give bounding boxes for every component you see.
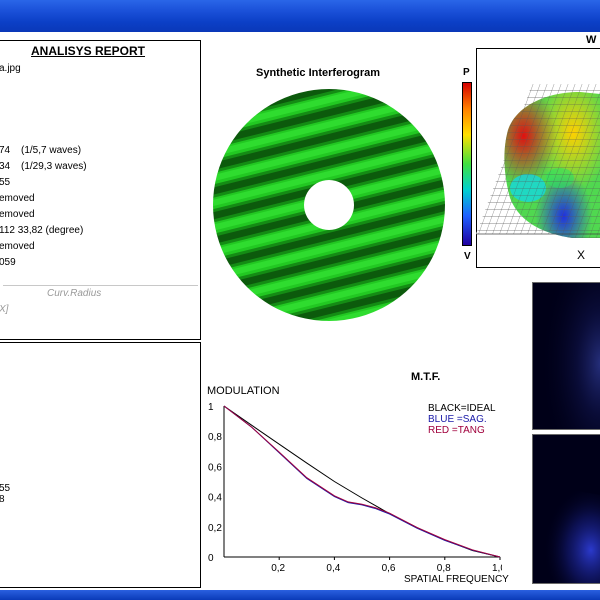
curv-radius-unit: X] [0,304,9,315]
colorbar [462,82,472,246]
report-line-astig: 112 33,82 (degree) [0,225,84,236]
colorbar-top-label: P [463,67,470,78]
mtf-y-tick-label: 0,6 [208,462,222,473]
details-lines: 55 8 [0,483,10,505]
report-line-pv: 74 (1/5,7 waves) [0,145,81,156]
psf-image-panel [532,282,600,430]
mtf-y-axis-label: MODULATION [207,385,280,397]
interferogram-image [212,89,445,321]
legend-sag: BLUE =SAG. [428,414,487,425]
mtf-x-tick-label: 0,4 [326,563,340,574]
report-pv-value: 74 [0,145,11,156]
report-line-file: a.jpg [0,63,21,74]
report-rms-value: 34 [0,161,11,172]
mtf-chart: 0 0,2 0,4 0,6 0,8 1 0,2 0,4 0,6 0,8 1,0 [208,402,502,574]
mtf-series-line-1 [223,405,501,558]
report-rms-waves: (1/29,3 waves) [21,161,87,172]
mtf-y-tick-label: 0,2 [208,523,222,534]
psf-image [533,283,600,429]
details-line-1: 55 [0,483,11,494]
report-line-removed-1: emoved [0,193,35,204]
report-details-panel: 55 8 [0,342,201,588]
window-titlebar[interactable] [0,0,600,32]
report-title: ANALISYS REPORT [31,44,146,58]
report-line-removed-2: emoved [0,209,35,220]
mtf-y-tick-label: 0 [208,553,214,564]
report-line-removed-3: emoved [0,241,35,252]
mtf-x-tick-label: 0,6 [382,563,396,574]
window-bottom-border [0,590,600,600]
curv-radius-label: Curv.Radius [47,288,102,299]
mtf-title: M.T.F. [411,371,441,383]
mtf-x-tick-label: 0,2 [271,563,285,574]
mtf-x-tick-label: 0,8 [437,563,451,574]
mtf-y-tick-label: 0,8 [208,432,222,443]
colorbar-bottom-label: V [464,251,471,262]
report-line-strehl: 55 [0,177,11,188]
mtf-series-line-2 [223,405,501,558]
surface-axis-x-label: X [577,248,586,262]
report-separator [3,285,198,286]
details-line-2: 8 [0,494,5,505]
psf-3d-panel [532,434,600,584]
wavefront-surface-plot [476,84,600,238]
report-line-value: 059 [0,257,16,268]
mtf-legend: BLACK=IDEAL BLUE =SAG. RED =TANG [428,403,496,436]
wavefront-label: W [586,34,597,46]
mtf-y-tick-label: 0,4 [208,493,222,504]
analysis-report-panel: ANALISYS REPORT a.jpg 74 (1/5,7 waves) 34… [0,40,201,340]
psf-3d-image [533,489,600,583]
report-pv-waves: (1/5,7 waves) [21,145,82,156]
mtf-y-tick-label: 1 [208,402,214,413]
legend-tang: RED =TANG [428,425,485,436]
legend-ideal: BLACK=IDEAL [428,403,496,414]
mtf-x-axis-label: SPATIAL FREQUENCY [404,574,509,585]
interferogram-title: Synthetic Interferogram [256,67,381,79]
mtf-x-tick-label: 1,0 [492,563,502,574]
report-line-rms: 34 (1/29,3 waves) [0,161,87,172]
